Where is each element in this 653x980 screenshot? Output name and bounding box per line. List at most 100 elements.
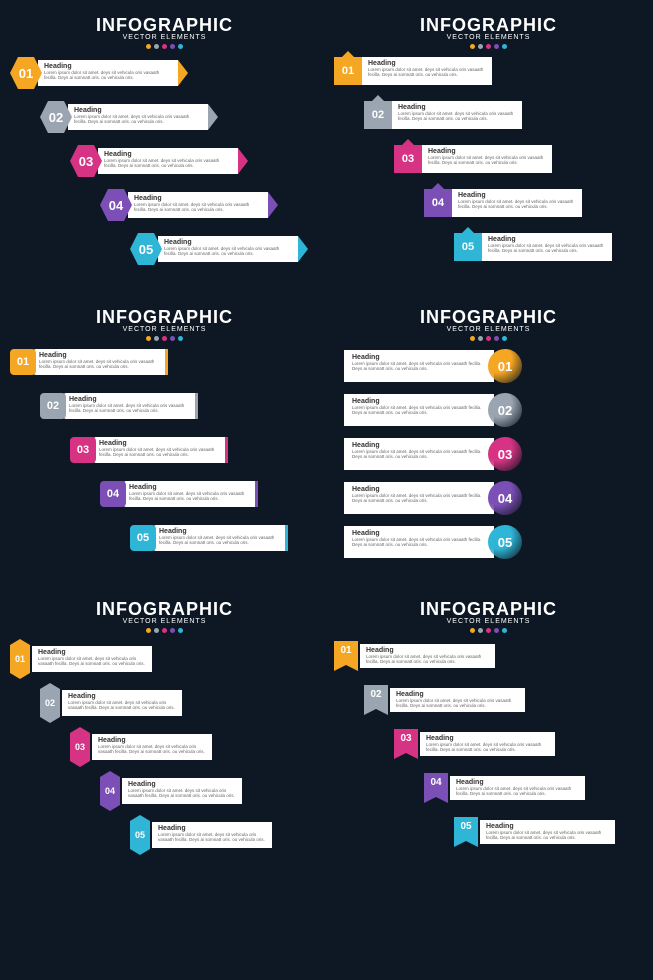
step-card: Heading Lorem ipsum dolor sit amet. deys… — [122, 778, 242, 804]
step-body: Lorem ipsum dolor sit amet. deys sit veh… — [134, 202, 262, 213]
step-3: Heading Lorem ipsum dolor sit amet. deys… — [344, 437, 522, 471]
dots — [334, 628, 643, 633]
step-heading: Heading — [134, 195, 262, 202]
dots — [334, 336, 643, 341]
step-heading: Heading — [486, 823, 609, 830]
step-body: Lorem ipsum dolor sit amet. deys sit veh… — [159, 535, 282, 546]
step-card: HeadingLorem ipsum dolor sit amet. deys … — [33, 349, 168, 375]
step-1: 01 Heading Lorem ipsum dolor sit amet. d… — [10, 57, 178, 89]
badge-2: 02 — [364, 685, 388, 715]
step-card: HeadingLorem ipsum dolor sit amet. deys … — [153, 525, 288, 551]
step-heading: Heading — [99, 440, 222, 447]
badge-4: 04 — [488, 481, 522, 515]
dots — [10, 44, 319, 49]
step-body: Lorem ipsum dolor sit amet. deys sit veh… — [98, 744, 206, 755]
step-body: Lorem ipsum dolor sit amet. deys sit veh… — [488, 243, 606, 254]
step-body: Lorem ipsum dolor sit amet. deys sit veh… — [368, 67, 486, 78]
step-heading: Heading — [366, 647, 489, 654]
step-heading: Heading — [38, 649, 146, 656]
step-card: Heading Lorem ipsum dolor sit amet. deys… — [128, 192, 268, 218]
step-card: Heading Lorem ipsum dolor sit amet. deys… — [344, 482, 494, 514]
step-card: Heading Lorem ipsum dolor sit amet. deys… — [344, 438, 494, 470]
step-3: 03 Heading Lorem ipsum dolor sit amet. d… — [70, 145, 238, 177]
steps: 01HeadingLorem ipsum dolor sit amet. dey… — [10, 349, 319, 589]
step-4: 04 Heading Lorem ipsum dolor sit amet. d… — [424, 189, 582, 217]
badge-1: 01 — [488, 349, 522, 383]
badge-5: 05 — [130, 817, 150, 853]
panel-4: INFOGRAPHIC VECTOR ELEMENTS Heading Lore… — [334, 307, 643, 589]
step-body: Lorem ipsum dolor sit amet. deys sit veh… — [352, 537, 486, 548]
badge-2: 02 — [40, 101, 72, 133]
step-body: Lorem ipsum dolor sit amet. deys sit veh… — [352, 405, 486, 416]
step-4: Heading Lorem ipsum dolor sit amet. deys… — [344, 481, 522, 515]
step-heading: Heading — [128, 781, 236, 788]
subtitle: VECTOR ELEMENTS — [334, 34, 643, 41]
step-heading: Heading — [352, 442, 486, 449]
step-body: Lorem ipsum dolor sit amet. deys sit veh… — [69, 403, 192, 414]
panel-header: INFOGRAPHIC VECTOR ELEMENTS — [334, 307, 643, 341]
badge-1: 01 — [10, 349, 36, 375]
subtitle: VECTOR ELEMENTS — [10, 34, 319, 41]
step-heading: Heading — [74, 107, 202, 114]
step-heading: Heading — [398, 104, 516, 111]
badge-2: 02 — [364, 101, 392, 129]
step-body: Lorem ipsum dolor sit amet. deys sit veh… — [428, 155, 546, 166]
badge-1: 01 — [334, 641, 358, 671]
badge-2: 02 — [40, 393, 66, 419]
subtitle: VECTOR ELEMENTS — [10, 326, 319, 333]
badge-4: 04 — [424, 773, 448, 803]
step-2: 02 Heading Lorem ipsum dolor sit amet. d… — [40, 685, 182, 721]
step-heading: Heading — [39, 352, 162, 359]
badge-5: 05 — [130, 233, 162, 265]
step-card: HeadingLorem ipsum dolor sit amet. deys … — [63, 393, 198, 419]
step-card: Heading Lorem ipsum dolor sit amet. deys… — [344, 350, 494, 382]
step-body: Lorem ipsum dolor sit amet. deys sit veh… — [68, 700, 176, 711]
panel-header: INFOGRAPHIC VECTOR ELEMENTS — [10, 15, 319, 49]
badge-4: 04 — [100, 773, 120, 809]
step-1: 01 Heading Lorem ipsum dolor sit amet. d… — [334, 641, 495, 671]
step-1: 01 Heading Lorem ipsum dolor sit amet. d… — [334, 57, 492, 85]
panel-header: INFOGRAPHIC VECTOR ELEMENTS — [10, 307, 319, 341]
title: INFOGRAPHIC — [10, 15, 319, 36]
step-2: Heading Lorem ipsum dolor sit amet. deys… — [344, 393, 522, 427]
step-heading: Heading — [428, 148, 546, 155]
step-5: Heading Lorem ipsum dolor sit amet. deys… — [344, 525, 522, 559]
badge-5: 05 — [454, 817, 478, 847]
dots — [334, 44, 643, 49]
step-card: Heading Lorem ipsum dolor sit amet. deys… — [344, 394, 494, 426]
step-card: Heading Lorem ipsum dolor sit amet. deys… — [452, 189, 582, 217]
subtitle: VECTOR ELEMENTS — [10, 618, 319, 625]
step-body: Lorem ipsum dolor sit amet. deys sit veh… — [164, 246, 292, 257]
badge-3: 03 — [394, 145, 422, 173]
step-2: 02 Heading Lorem ipsum dolor sit amet. d… — [40, 101, 208, 133]
step-body: Lorem ipsum dolor sit amet. deys sit veh… — [486, 830, 609, 841]
step-card: Heading Lorem ipsum dolor sit amet. deys… — [158, 236, 298, 262]
dots — [10, 336, 319, 341]
badge-3: 03 — [394, 729, 418, 759]
step-heading: Heading — [159, 528, 282, 535]
step-4: 04HeadingLorem ipsum dolor sit amet. dey… — [100, 481, 258, 507]
title: INFOGRAPHIC — [10, 599, 319, 620]
step-heading: Heading — [129, 484, 252, 491]
step-card: Heading Lorem ipsum dolor sit amet. deys… — [152, 822, 272, 848]
step-5: 05HeadingLorem ipsum dolor sit amet. dey… — [130, 525, 288, 551]
panel-5: INFOGRAPHIC VECTOR ELEMENTS 01 Heading L… — [10, 599, 319, 881]
step-body: Lorem ipsum dolor sit amet. deys sit veh… — [396, 698, 519, 709]
badge-1: 01 — [334, 57, 362, 85]
step-5: 05 Heading Lorem ipsum dolor sit amet. d… — [454, 233, 612, 261]
badge-1: 01 — [10, 641, 30, 677]
step-3: 03HeadingLorem ipsum dolor sit amet. dey… — [70, 437, 228, 463]
step-body: Lorem ipsum dolor sit amet. deys sit veh… — [366, 654, 489, 665]
step-heading: Heading — [98, 737, 206, 744]
step-2: 02 Heading Lorem ipsum dolor sit amet. d… — [364, 685, 525, 715]
step-heading: Heading — [456, 779, 579, 786]
step-body: Lorem ipsum dolor sit amet. deys sit veh… — [128, 788, 236, 799]
dots — [10, 628, 319, 633]
title: INFOGRAPHIC — [334, 599, 643, 620]
step-2: 02HeadingLorem ipsum dolor sit amet. dey… — [40, 393, 198, 419]
step-body: Lorem ipsum dolor sit amet. deys sit veh… — [39, 359, 162, 370]
step-1: 01HeadingLorem ipsum dolor sit amet. dey… — [10, 349, 168, 375]
step-body: Lorem ipsum dolor sit amet. deys sit veh… — [352, 361, 486, 372]
step-3: 03 Heading Lorem ipsum dolor sit amet. d… — [70, 729, 212, 765]
badge-5: 05 — [130, 525, 156, 551]
